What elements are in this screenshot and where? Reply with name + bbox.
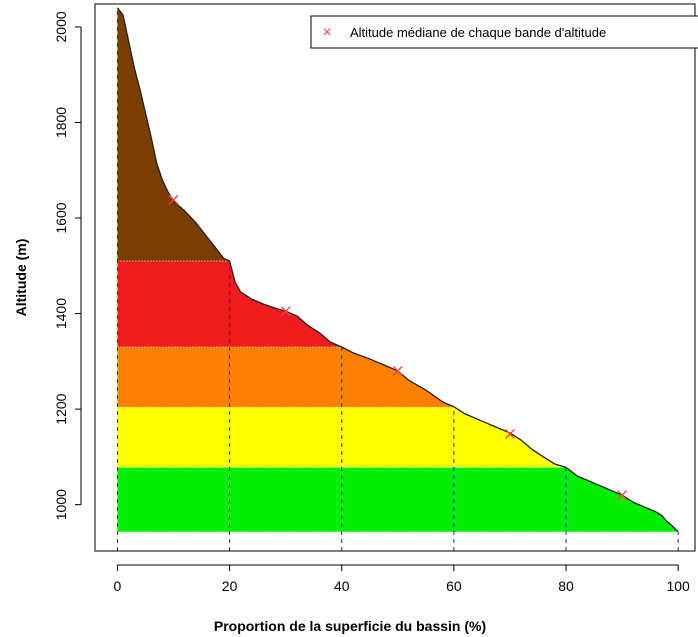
y-tick-label-1600: 1600 [53, 202, 69, 233]
altitude-bands [117, 7, 679, 533]
y-tick-label-2000: 2000 [53, 11, 69, 42]
y-tick-label-1400: 1400 [53, 298, 69, 329]
median-marker-stroke [280, 306, 291, 317]
median-marker-4 [504, 428, 515, 439]
legend-box [310, 15, 698, 49]
altitude-band-3 [117, 347, 455, 408]
x-tick-label-80: 80 [558, 578, 574, 594]
median-marker-stroke [504, 428, 515, 439]
median-marker-stroke [617, 490, 628, 501]
altitude-band-5 [117, 7, 230, 262]
hypsometric-curve [116, 7, 679, 533]
legend-marker: × [322, 24, 331, 41]
plot-frame [94, 3, 696, 552]
x-axis: 0 20 40 60 80 100 [114, 564, 690, 594]
x-tick-label-20: 20 [222, 578, 238, 594]
x-tick-label-60: 60 [446, 578, 462, 594]
y-tick-label-1200: 1200 [53, 393, 69, 424]
y-tick-label-1000: 1000 [53, 489, 69, 520]
x-axis-title: Proportion de la superficie du bassin (%… [214, 618, 486, 634]
y-tick-label-1800: 1800 [53, 107, 69, 138]
x-tick-label-40: 40 [334, 578, 350, 594]
legend: × Altitude médiane de chaque bande d'alt… [310, 15, 698, 49]
altitude-band-4 [117, 261, 342, 348]
median-marker-2 [280, 306, 291, 317]
median-marker-stroke [168, 194, 179, 205]
hypsometric-curve-line [116, 7, 679, 533]
x-tick-label-0: 0 [114, 578, 122, 594]
x-tick-label-100: 100 [666, 578, 690, 594]
median-marker-5 [617, 490, 628, 501]
band-boundaries [116, 7, 679, 551]
median-marker-stroke [392, 365, 403, 376]
y-axis: 1000 1200 1400 1600 1800 2000 [53, 11, 82, 520]
legend-label: Altitude médiane de chaque bande d'altit… [350, 25, 606, 40]
median-marker-1 [168, 194, 179, 205]
median-marker-3 [392, 365, 403, 376]
altitude-band-1 [117, 467, 679, 532]
y-axis-title: Altitude (m) [13, 239, 29, 317]
median-markers [168, 194, 628, 501]
